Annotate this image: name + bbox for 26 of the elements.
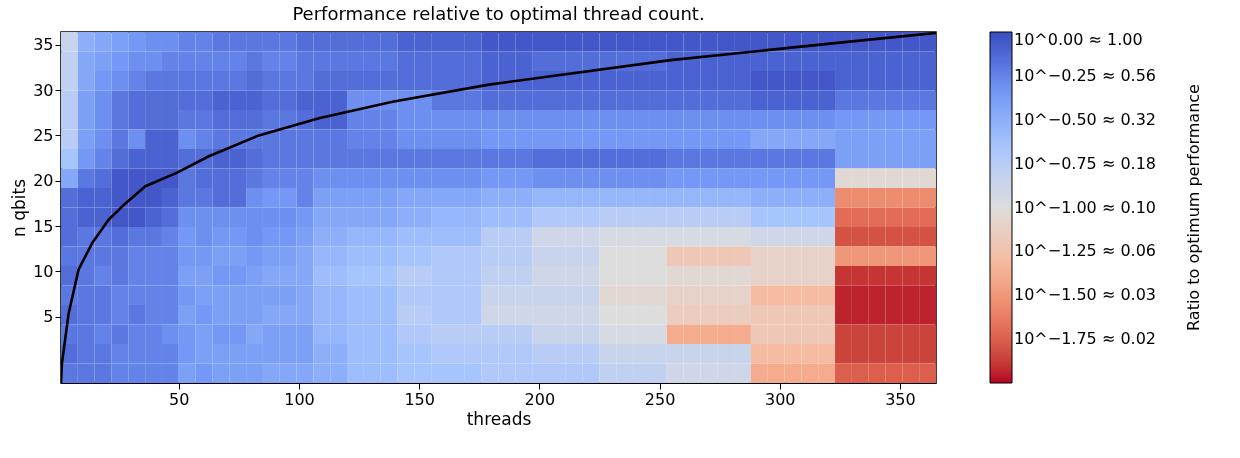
y-axis-title: n qbits <box>9 178 30 238</box>
x-tick-label: 200 <box>524 389 556 409</box>
x-tick-label: 250 <box>644 389 676 409</box>
color-bar-label: 10^−1.75 ≈ 0.02 <box>1014 329 1156 349</box>
color-bar-label: 10^−1.50 ≈ 0.03 <box>1014 285 1156 305</box>
x-tick-label: 300 <box>764 389 796 409</box>
y-tick-label: 10 <box>33 261 54 281</box>
y-tick-label: 35 <box>33 35 54 55</box>
color-bar-label: 10^−1.00 ≈ 0.10 <box>1014 197 1156 217</box>
color-bar-label: 10^−0.75 ≈ 0.18 <box>1014 153 1156 173</box>
x-axis-title: threads <box>466 408 532 429</box>
color-bar-label: 10^−1.25 ≈ 0.06 <box>1014 241 1156 261</box>
x-tick-label: 150 <box>404 389 435 409</box>
y-tick-label: 15 <box>33 216 54 236</box>
y-tick-label: 25 <box>33 125 54 145</box>
y-tick-label: 20 <box>33 171 54 191</box>
chart-title: Performance relative to optimal thread count. <box>292 3 705 24</box>
x-tick-label: 100 <box>284 389 315 409</box>
color-bar-label: 10^−0.50 ≈ 0.32 <box>1014 109 1156 129</box>
y-tick-label: 30 <box>33 80 54 100</box>
color-bar-label: 10^0.00 ≈ 1.00 <box>1014 30 1143 49</box>
color-bar-label: 10^−0.25 ≈ 0.56 <box>1014 65 1156 85</box>
x-tick-label: 350 <box>885 389 916 409</box>
color-bar-title: Ratio to optimum performance <box>1184 84 1203 331</box>
x-tick-label: 50 <box>169 389 190 409</box>
y-tick-label: 5 <box>43 307 54 327</box>
